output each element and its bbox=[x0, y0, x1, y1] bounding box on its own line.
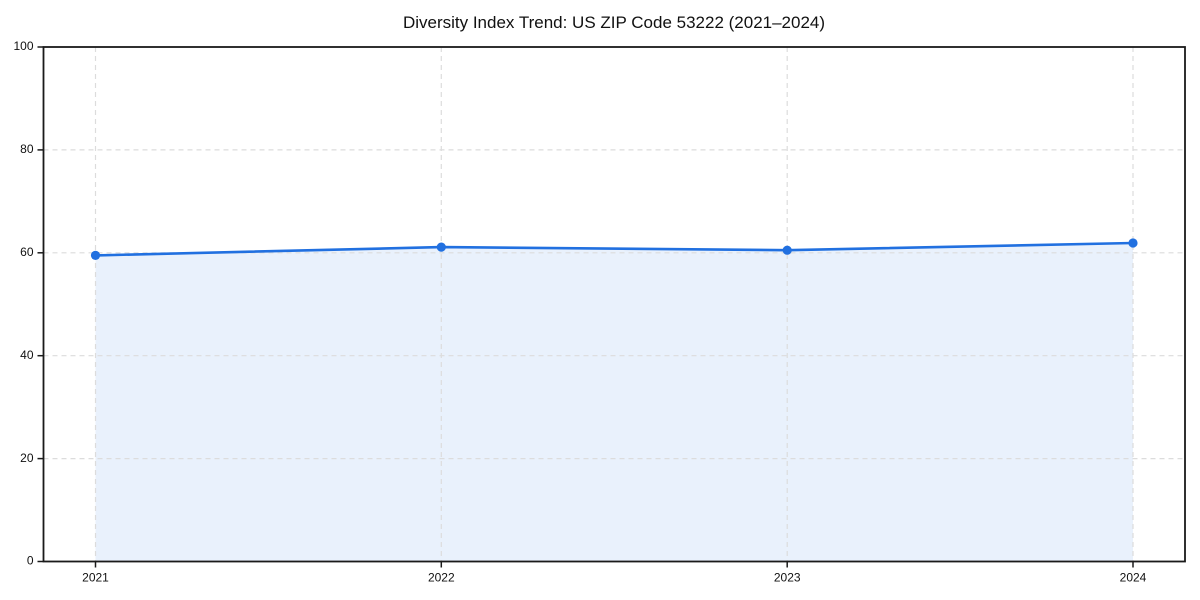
data-point-markers bbox=[90, 238, 1138, 260]
y-tick-label: 20 bbox=[20, 451, 34, 465]
x-tick-label: 2023 bbox=[774, 571, 801, 585]
plot-border bbox=[42, 46, 1186, 563]
chart-title: Diversity Index Trend: US ZIP Code 53222… bbox=[402, 13, 826, 32]
y-tick-label: 0 bbox=[27, 554, 34, 568]
x-tick-label: 2024 bbox=[1120, 571, 1147, 585]
data-point-marker bbox=[90, 250, 101, 260]
y-tick-label: 100 bbox=[13, 39, 33, 53]
y-tick-label: 60 bbox=[20, 245, 34, 259]
data-point-marker bbox=[1128, 238, 1138, 248]
x-axis-labels: 2021 2022 2023 2024 bbox=[82, 571, 1147, 585]
data-point-marker bbox=[436, 242, 446, 252]
y-tick-label: 40 bbox=[20, 348, 34, 362]
x-tick-label: 2021 bbox=[82, 571, 109, 585]
y-axis-labels: 0 20 40 60 80 100 bbox=[13, 39, 33, 568]
y-tick-label: 80 bbox=[20, 142, 34, 156]
area-fill bbox=[95, 243, 1133, 562]
data-point-marker bbox=[782, 245, 792, 255]
trend-line bbox=[94, 241, 1135, 257]
tick-marks bbox=[37, 46, 1134, 568]
x-tick-label: 2022 bbox=[428, 571, 455, 585]
